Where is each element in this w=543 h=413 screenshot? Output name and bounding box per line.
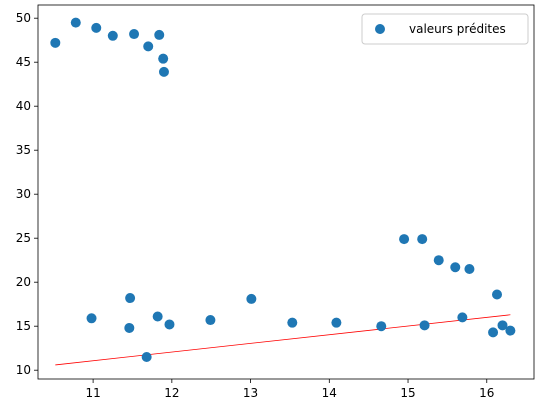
data-point [433, 255, 444, 266]
data-point [86, 313, 97, 324]
data-point [164, 319, 175, 330]
data-point [143, 41, 154, 52]
y-tick-label: 15 [16, 319, 31, 333]
data-point [124, 322, 135, 333]
fit-line [55, 314, 511, 366]
y-tick-label: 20 [16, 275, 31, 289]
data-point [488, 327, 499, 338]
x-tick-label: 11 [85, 386, 100, 400]
x-tick-label: 12 [164, 386, 179, 400]
points-layer [50, 17, 516, 362]
data-point [399, 234, 410, 245]
y-tick-label: 45 [16, 55, 31, 69]
data-point [50, 37, 61, 48]
data-point [141, 352, 152, 362]
data-point [505, 325, 516, 336]
y-tick-label: 30 [16, 187, 31, 201]
data-point [91, 22, 102, 33]
data-point [125, 293, 136, 304]
x-tick-label: 14 [322, 386, 337, 400]
data-point [464, 264, 475, 274]
legend-marker [375, 24, 385, 34]
fit-line-layer [55, 314, 511, 366]
x-tick-label: 16 [479, 386, 494, 400]
data-point [205, 315, 216, 326]
data-point [419, 320, 430, 331]
x-tick-label: 15 [400, 386, 415, 400]
y-tick-label: 10 [16, 363, 31, 377]
data-point [158, 66, 169, 77]
legend-label: valeurs prédites [409, 22, 506, 36]
data-point [450, 262, 461, 273]
y-tick-label: 50 [16, 11, 31, 25]
x-tick-label: 13 [243, 386, 258, 400]
plot-frame [37, 4, 535, 380]
y-tick-label: 40 [16, 99, 31, 113]
x-axis: 11 12 13 14 15 16 [85, 379, 494, 400]
y-axis: 10 15 20 25 30 35 40 45 50 [16, 11, 38, 377]
data-point [158, 53, 169, 64]
data-point [331, 317, 342, 328]
data-point [497, 320, 508, 331]
data-point [417, 234, 428, 245]
data-point [152, 311, 163, 322]
y-tick-label: 35 [16, 143, 31, 157]
plot-area [38, 5, 534, 379]
data-point [287, 317, 298, 328]
data-point [107, 30, 118, 41]
data-point [70, 17, 81, 28]
data-point [491, 289, 502, 300]
data-point [154, 29, 165, 40]
y-tick-label: 25 [16, 231, 31, 245]
data-point [246, 293, 257, 304]
data-point [129, 29, 140, 40]
data-point [457, 312, 468, 323]
data-point [376, 321, 387, 332]
legend: valeurs prédites [361, 13, 529, 45]
legend-box [361, 13, 529, 45]
